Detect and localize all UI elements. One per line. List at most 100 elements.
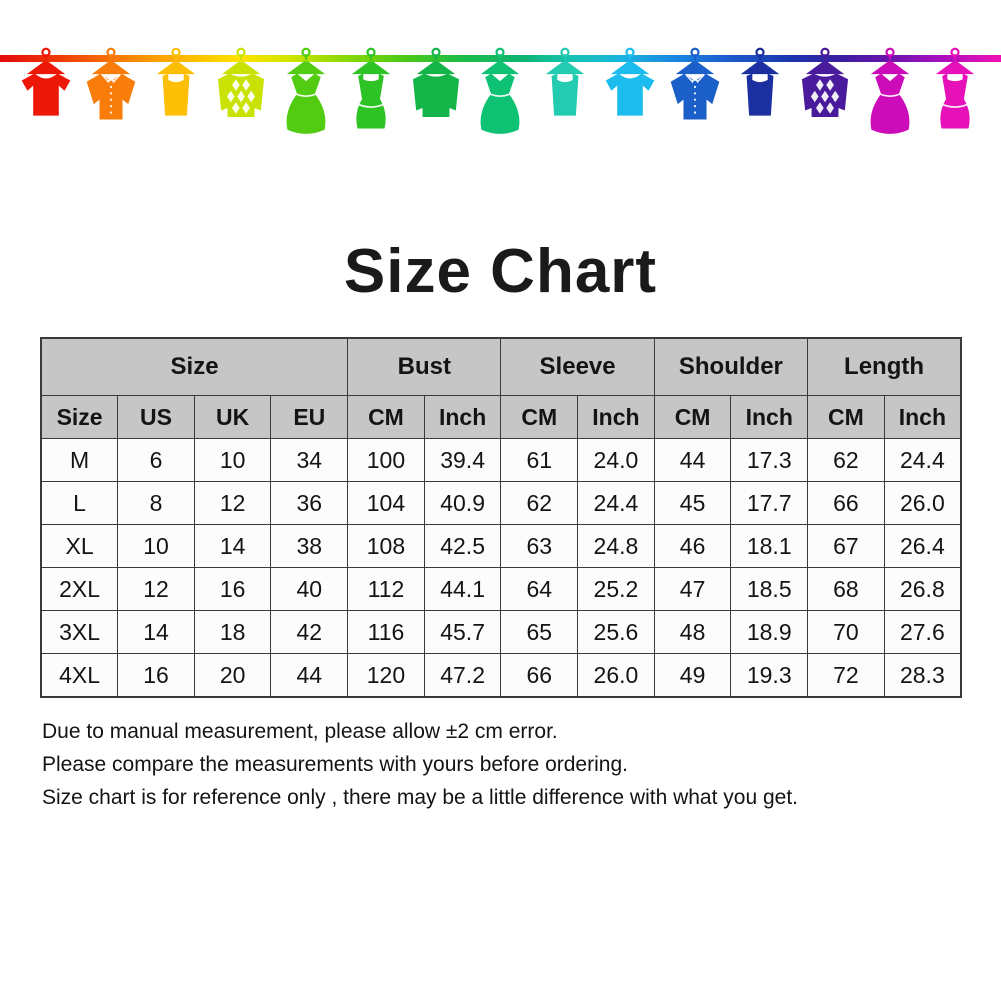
cell-value: 24.8 xyxy=(577,524,655,568)
hanger-icon xyxy=(676,54,715,75)
cell-value: 26.0 xyxy=(883,481,962,525)
cell-size-label: 2XL xyxy=(40,567,119,611)
hanger-icon xyxy=(611,54,650,75)
cell-value: 10 xyxy=(117,524,195,568)
cell-value: 65 xyxy=(500,610,579,654)
size-row: XL 10 14 38 108 42.5 63 24.8 46 18.1 67 26.4 xyxy=(40,524,962,568)
hanging-clothes-row xyxy=(0,44,1001,140)
cell-value: 14 xyxy=(117,610,195,654)
cell-value: 18.1 xyxy=(730,524,809,568)
cell-value: 68 xyxy=(807,567,885,611)
group-header-bust: Bust xyxy=(347,337,502,396)
group-header-size: Size xyxy=(40,337,349,396)
size-table-header: Size Bust Sleeve Shoulder Length Size US… xyxy=(40,337,962,439)
shirt-icon xyxy=(86,47,136,120)
sub-header: Inch xyxy=(423,395,502,439)
hanger-icon xyxy=(26,54,66,75)
cell-value: 34 xyxy=(270,438,349,482)
cell-value: 14 xyxy=(193,524,272,568)
cell-value: 44 xyxy=(653,438,732,482)
cell-value: 116 xyxy=(347,610,425,654)
cell-value: 12 xyxy=(117,567,195,611)
cell-size-label: 4XL xyxy=(40,653,119,698)
dress-icon xyxy=(286,47,326,134)
sweater-icon xyxy=(412,47,459,117)
cell-value: 64 xyxy=(500,567,579,611)
cell-size-label: 3XL xyxy=(40,610,119,654)
cell-value: 18.9 xyxy=(730,610,809,654)
tank-icon xyxy=(546,47,585,116)
group-header-shoulder: Shoulder xyxy=(653,337,809,396)
hanger-icon xyxy=(546,54,585,75)
cell-value: 67 xyxy=(807,524,885,568)
cell-value: 66 xyxy=(807,481,885,525)
hanger-icon xyxy=(91,54,131,75)
sub-header: Inch xyxy=(730,395,809,439)
cell-value: 24.0 xyxy=(577,438,655,482)
cell-value: 48 xyxy=(653,610,732,654)
cell-value: 10 xyxy=(193,438,272,482)
dress-icon xyxy=(481,47,520,134)
hanger-icon xyxy=(935,54,975,75)
cell-value: 17.7 xyxy=(730,481,809,525)
tshirt-icon xyxy=(21,47,71,116)
sub-header: CM xyxy=(653,395,732,439)
cell-value: 8 xyxy=(117,481,195,525)
sub-header: EU xyxy=(270,395,349,439)
cell-value: 17.3 xyxy=(730,438,809,482)
cell-value: 26.4 xyxy=(883,524,962,568)
cell-value: 42.5 xyxy=(423,524,502,568)
sub-header: Size xyxy=(40,395,119,439)
size-row: L 8 12 36 104 40.9 62 24.4 45 17.7 66 26.0 xyxy=(40,481,962,525)
hanger-icon xyxy=(156,54,196,75)
sub-header: CM xyxy=(347,395,425,439)
hanger-icon xyxy=(221,54,260,75)
dress-icon xyxy=(870,47,910,134)
cell-value: 61 xyxy=(500,438,579,482)
cell-value: 38 xyxy=(270,524,349,568)
hanger-icon xyxy=(351,54,390,75)
cell-value: 39.4 xyxy=(423,438,502,482)
hanger-icon xyxy=(416,54,455,75)
tank-icon xyxy=(740,47,780,116)
size-row: M 6 10 34 100 39.4 61 24.0 44 17.3 62 24.4 xyxy=(40,438,962,482)
cell-size-label: XL xyxy=(40,524,119,568)
size-row: 3XL 14 18 42 116 45.7 65 25.6 48 18.9 70 27.6 xyxy=(40,610,962,654)
cell-value: 47 xyxy=(653,567,732,611)
cell-value: 24.4 xyxy=(883,438,962,482)
cell-value: 100 xyxy=(347,438,425,482)
hanger-icon xyxy=(481,54,520,75)
cell-value: 104 xyxy=(347,481,425,525)
cell-value: 44.1 xyxy=(423,567,502,611)
cell-value: 70 xyxy=(807,610,885,654)
cell-value: 112 xyxy=(347,567,425,611)
cell-value: 6 xyxy=(117,438,195,482)
cell-value: 40 xyxy=(270,567,349,611)
cell-value: 47.2 xyxy=(423,653,502,698)
cell-value: 26.0 xyxy=(577,653,655,698)
size-table: Size Bust Sleeve Shoulder Length Size US… xyxy=(40,337,962,698)
note-line: Please compare the measurements with you… xyxy=(42,753,628,776)
cell-value: 40.9 xyxy=(423,481,502,525)
cell-value: 45 xyxy=(653,481,732,525)
tshirt-icon xyxy=(605,47,655,116)
clothesline-banner xyxy=(0,0,1001,176)
cell-size-label: M xyxy=(40,438,119,482)
sub-header: UK xyxy=(193,395,272,439)
cell-value: 18.5 xyxy=(730,567,809,611)
note-line: Due to manual measurement, please allow … xyxy=(42,720,558,743)
page-title: Size Chart xyxy=(343,237,658,306)
tank-dress-icon xyxy=(351,47,390,129)
cell-value: 26.8 xyxy=(883,567,962,611)
sweater-argyle-icon xyxy=(217,47,264,117)
cell-value: 36 xyxy=(270,481,349,525)
cell-value: 63 xyxy=(500,524,579,568)
cell-value: 18 xyxy=(193,610,272,654)
hanger-icon xyxy=(740,54,780,75)
cell-value: 25.6 xyxy=(577,610,655,654)
shirt-icon xyxy=(670,47,720,120)
cell-value: 16 xyxy=(193,567,272,611)
cell-value: 16 xyxy=(117,653,195,698)
cell-size-label: L xyxy=(40,481,119,525)
